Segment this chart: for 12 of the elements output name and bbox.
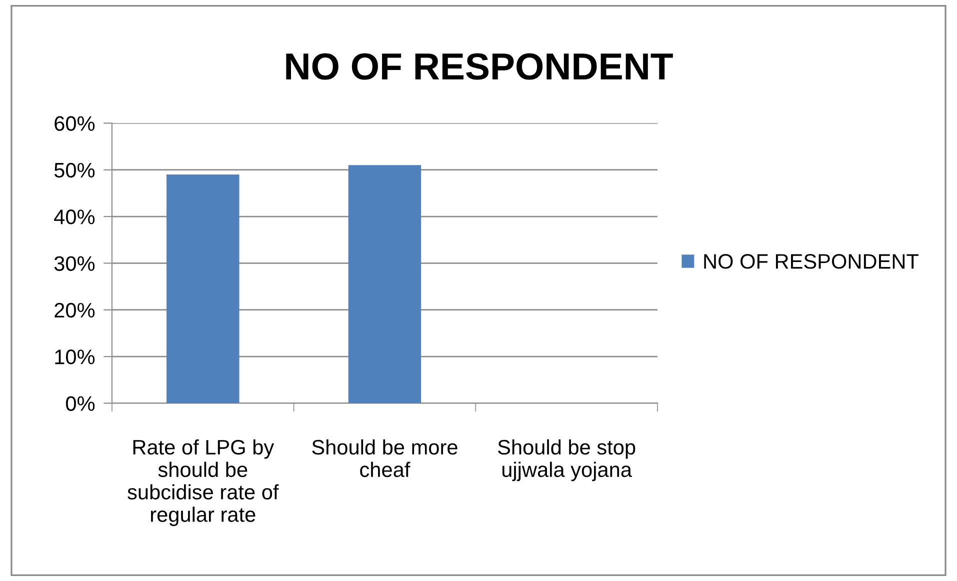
y-tick-label: 60% [54,116,95,131]
y-tick-label: 20% [54,302,95,318]
y-tick-label: 30% [54,256,95,271]
y-tick-label: 40% [54,210,95,224]
chart-title: NO OF RESPONDENT [286,53,673,80]
y-tick-label: 0% [66,396,95,411]
y-tick-label: 10% [55,350,95,364]
y-tick-label: 50% [54,162,95,178]
x-tick-label: Should be more cheaf [312,439,458,478]
x-tick-label: Should be stop ujjwala yojana [498,439,636,482]
x-tick-label: Rate of LPG by should be subcidise rate of regular rate [128,439,279,526]
legend-label: NO OF RESPONDENT [704,254,918,269]
